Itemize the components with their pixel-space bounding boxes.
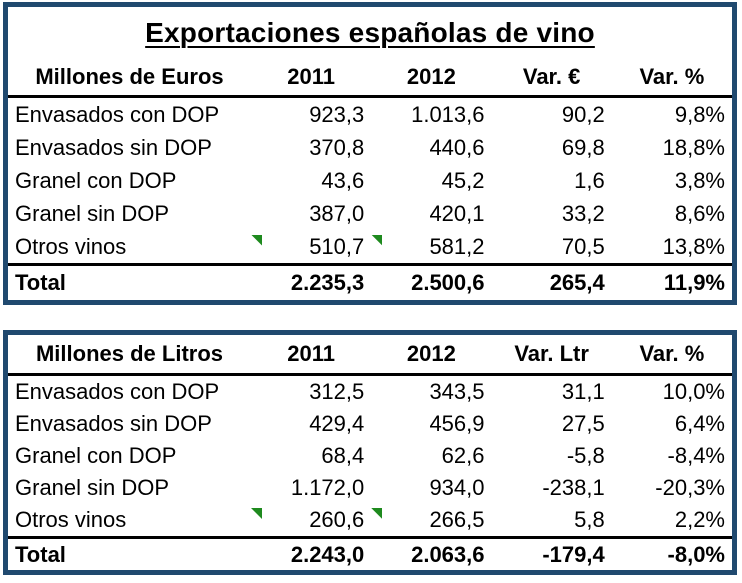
litros-table: Millones de Litros 2011 2012 Var. Ltr Va… xyxy=(3,330,737,575)
column-header-var: Var. Ltr xyxy=(514,341,589,366)
row-label: Granel con DOP xyxy=(15,167,177,193)
row-label: Otros vinos xyxy=(15,233,127,259)
row-label: Envasados sin DOP xyxy=(15,134,212,160)
total-label: Total xyxy=(15,541,66,567)
value-2012: 420,1 xyxy=(429,200,485,226)
table-row: Granel con DOP 68,4 62,6 -5,8 -8,4% xyxy=(8,440,732,472)
value-2011: 387,0 xyxy=(309,200,365,226)
value-var: 1,6 xyxy=(574,167,605,193)
table-row: Otros vinos 260,6 266,5 5,8 2,2% xyxy=(8,504,732,536)
column-header-var: Var. € xyxy=(522,64,581,89)
euros-header-row: Millones de Euros 2011 2012 Var. € Var. … xyxy=(8,59,732,98)
total-var-pct: 11,9% xyxy=(663,270,725,295)
column-header-2011: 2011 xyxy=(287,341,335,366)
row-label: Otros vinos xyxy=(15,507,127,532)
cell-text: 581,2 xyxy=(429,233,485,259)
value-var-pct: 13,8% xyxy=(662,233,725,259)
total-row: Total 2.243,0 2.063,6 -179,4 -8,0% xyxy=(8,536,732,570)
table-title-row: Exportaciones españolas de vino xyxy=(8,7,732,59)
row-label: Envasados sin DOP xyxy=(15,411,212,436)
value-var: 31,1 xyxy=(561,379,605,404)
value-var-pct: -20,3% xyxy=(655,475,725,500)
table-row: Granel sin DOP 1.172,0 934,0 -238,1 -20,… xyxy=(8,472,732,504)
total-var: -179,4 xyxy=(542,541,605,567)
total-label: Total xyxy=(15,270,66,295)
row-label: Granel sin DOP xyxy=(15,200,170,226)
value-2012: 1.013,6 xyxy=(411,101,485,127)
value-2011: 43,6 xyxy=(321,167,365,193)
page-title: Exportaciones españolas de vino xyxy=(145,17,595,48)
table-row: Granel con DOP 43,6 45,2 1,6 3,8% xyxy=(8,164,732,197)
value-2011: 68,4 xyxy=(321,443,365,468)
value-2011: 1.172,0 xyxy=(290,475,365,500)
value-2012: 45,2 xyxy=(441,167,485,193)
total-var: 265,4 xyxy=(549,270,605,295)
value-var-pct: 6,4% xyxy=(674,411,725,436)
value-var-pct: -8,4% xyxy=(667,443,725,468)
value-var: 5,8 xyxy=(574,507,605,532)
row-label: Envasados con DOP xyxy=(15,379,220,404)
value-var-pct: 2,2% xyxy=(674,507,725,532)
value-var: 27,5 xyxy=(561,411,605,436)
table-row: Envasados sin DOP 429,4 456,9 27,5 6,4% xyxy=(8,408,732,440)
value-2011: 923,3 xyxy=(309,101,365,127)
value-2012: 266,5 xyxy=(371,507,491,533)
total-row: Total 2.235,3 2.500,6 265,4 11,9% xyxy=(8,263,732,300)
total-2012: 2.500,6 xyxy=(411,270,485,295)
cell-warning-flag-icon xyxy=(371,234,383,246)
row-label: Granel sin DOP xyxy=(15,475,170,500)
value-var: 33,2 xyxy=(561,200,605,226)
value-2012: 456,9 xyxy=(429,411,485,436)
cell-text: 510,7 xyxy=(309,233,365,259)
value-2012: 62,6 xyxy=(441,443,485,468)
value-2011: 260,6 xyxy=(251,507,371,533)
column-header-unit: Millones de Litros xyxy=(35,341,224,366)
cell-warning-flag-icon xyxy=(371,508,383,519)
column-header-varpct: Var. % xyxy=(639,341,705,366)
value-2012: 581,2 xyxy=(371,234,491,260)
total-2011: 2.243,0 xyxy=(290,541,365,567)
value-2011: 312,5 xyxy=(309,379,365,404)
total-2012: 2.063,6 xyxy=(411,541,485,567)
value-var-pct: 18,8% xyxy=(662,134,725,160)
value-2012: 934,0 xyxy=(429,475,485,500)
value-var: 90,2 xyxy=(561,101,605,127)
value-var-pct: 9,8% xyxy=(674,101,725,127)
total-var-pct: -8,0% xyxy=(667,541,725,567)
column-header-2012: 2012 xyxy=(406,341,456,366)
value-var-pct: 10,0% xyxy=(662,379,725,404)
value-var: 70,5 xyxy=(561,233,605,259)
table-row: Granel sin DOP 387,0 420,1 33,2 8,6% xyxy=(8,197,732,230)
table-row: Envasados sin DOP 370,8 440,6 69,8 18,8% xyxy=(8,131,732,164)
row-label: Envasados con DOP xyxy=(15,101,220,127)
total-2011: 2.235,3 xyxy=(290,270,365,295)
column-header-2012: 2012 xyxy=(406,64,456,89)
value-2011: 370,8 xyxy=(309,134,365,160)
table-row: Otros vinos 510,7 581,2 70,5 13,8% xyxy=(8,230,732,263)
value-2011: 510,7 xyxy=(251,234,371,260)
value-var-pct: 3,8% xyxy=(674,167,725,193)
euros-table: Exportaciones españolas de vino Millones… xyxy=(3,2,737,305)
value-var-pct: 8,6% xyxy=(674,200,725,226)
row-label: Granel con DOP xyxy=(15,443,177,468)
cell-text: 260,6 xyxy=(309,507,365,532)
table-row: Envasados con DOP 312,5 343,5 31,1 10,0% xyxy=(8,376,732,408)
cell-warning-flag-icon xyxy=(251,234,262,246)
value-2012: 440,6 xyxy=(429,134,485,160)
cell-text: 266,5 xyxy=(429,507,485,532)
column-header-unit: Millones de Euros xyxy=(35,64,224,89)
cell-warning-flag-icon xyxy=(251,508,262,519)
value-var: -5,8 xyxy=(566,443,605,468)
column-header-varpct: Var. % xyxy=(639,64,705,89)
litros-header-row: Millones de Litros 2011 2012 Var. Ltr Va… xyxy=(8,335,732,376)
table-row: Envasados con DOP 923,3 1.013,6 90,2 9,8… xyxy=(8,98,732,131)
value-var: -238,1 xyxy=(542,475,605,500)
value-2012: 343,5 xyxy=(429,379,485,404)
value-2011: 429,4 xyxy=(309,411,365,436)
column-header-2011: 2011 xyxy=(287,64,335,89)
value-var: 69,8 xyxy=(561,134,605,160)
